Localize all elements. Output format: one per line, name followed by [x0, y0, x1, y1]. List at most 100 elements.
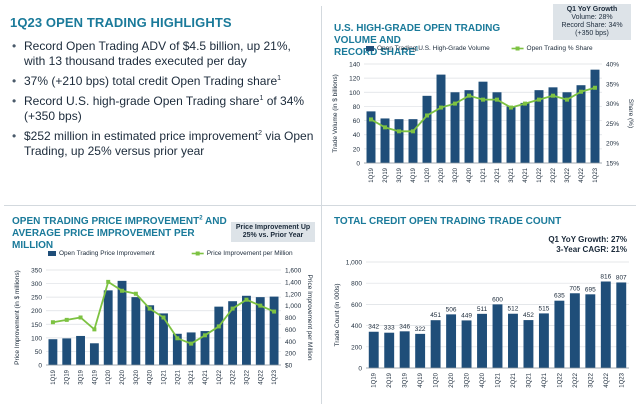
tc-bar-value-label: 452: [523, 312, 534, 319]
hg-legend-line-label: Open Trading % Share: [527, 45, 594, 52]
tc-x-tick-label: 1Q22: [557, 372, 563, 387]
hg-x-tick-label: 2Q20: [439, 167, 445, 182]
tc-bar: [368, 331, 379, 368]
hg-y2-axis-label: Share (%): [627, 99, 634, 128]
tc-x-tick-label: 2Q21: [511, 372, 517, 387]
tc-bar: [461, 320, 472, 368]
pi-bar: [89, 343, 99, 365]
hg-x-tick-label: 1Q22: [537, 167, 543, 182]
pi-bar: [228, 301, 238, 365]
tc-bar-value-label: 695: [585, 286, 596, 293]
hg-y2-tick-label: 25%: [606, 121, 619, 128]
pi-y2-axis-label: Price Improvement per Million: [306, 275, 313, 361]
hg-y-tick-label: 120: [349, 76, 360, 83]
pi-x-tick-label: 1Q22: [217, 369, 223, 384]
hg-bar: [422, 95, 432, 163]
highlight-item: 37% (+210 bps) total credit Open Trading…: [12, 74, 314, 89]
pi-line-marker: [147, 306, 152, 311]
hg-line-marker: [425, 113, 429, 118]
hg-y-tick-label: 60: [353, 118, 361, 125]
hg-bar: [534, 90, 544, 163]
hg-bar: [562, 92, 572, 163]
highlight-item: Record U.S. high-grade Open Trading shar…: [12, 94, 314, 124]
tc-bar-value-label: 705: [569, 285, 580, 292]
tc-bar-value-label: 451: [430, 312, 441, 319]
tc-x-tick-label: 3Q19: [403, 372, 409, 387]
tc-y-tick-label: 400: [351, 323, 362, 330]
tc-bar-value-label: 635: [554, 293, 565, 300]
tc-bar-value-label: 333: [384, 325, 395, 332]
hg-bar: [576, 85, 586, 163]
pi-x-tick-label: 3Q19: [79, 369, 85, 384]
pi-bar: [159, 313, 168, 365]
tc-bar: [430, 320, 441, 368]
pi-x-tick-label: 1Q21: [162, 369, 168, 384]
pi-line-marker: [230, 306, 235, 311]
tc-x-tick-label: 4Q22: [604, 372, 610, 387]
hg-y2-tick-label: 30%: [606, 101, 619, 108]
tc-bar: [616, 282, 627, 368]
pi-line-marker: [106, 279, 111, 284]
hg-line-marker: [495, 97, 499, 102]
tc-x-tick-label: 2Q20: [449, 372, 455, 387]
hg-legend-bar-label: Open Trading U.S. High-Grade Volume: [377, 45, 490, 52]
pi-line-marker: [133, 291, 138, 296]
tc-bar-value-label: 506: [446, 306, 457, 313]
hg-bar: [464, 90, 474, 163]
pi-legend-line-label: Price Improvement per Million: [207, 250, 293, 257]
pi-x-tick-label: 4Q19: [92, 369, 98, 384]
hg-x-tick-label: 3Q22: [565, 167, 571, 182]
hg-y2-tick-label: 20%: [606, 141, 619, 148]
pi-y2-tick-label: 600: [285, 327, 296, 334]
tc-bar-value-label: 322: [415, 326, 426, 333]
tc-bar-value-label: 515: [538, 305, 549, 312]
hg-x-tick-label: 1Q21: [481, 167, 487, 182]
hg-bar: [408, 119, 418, 163]
hg-line-marker: [369, 117, 373, 122]
hg-x-tick-label: 2Q22: [551, 167, 557, 182]
pi-y-axis-label: Price Improvement (in $ millions): [14, 270, 21, 365]
pi-line-marker: [189, 341, 194, 346]
hg-line-marker: [579, 89, 583, 94]
pi-x-tick-label: 1Q20: [106, 369, 112, 384]
pi-line-marker: [64, 317, 69, 322]
pi-y-tick-label: 200: [31, 308, 42, 315]
hg-y2-tick-label: 35%: [606, 81, 619, 88]
hg-bar: [590, 69, 600, 163]
pi-x-tick-label: 2Q22: [231, 369, 237, 384]
hg-x-tick-label: 2Q19: [383, 167, 389, 182]
pi-bar: [145, 305, 155, 365]
pi-line-marker: [175, 336, 180, 341]
tc-y-tick-label: 800: [351, 281, 362, 288]
pi-line-marker: [244, 297, 249, 302]
hg-legend-line-marker: [515, 46, 520, 51]
hg-bar: [548, 87, 558, 163]
hg-line-marker: [523, 101, 527, 106]
pi-x-tick-label: 3Q20: [134, 369, 140, 384]
tc-bar-value-label: 807: [616, 274, 627, 281]
hg-y-tick-label: 20: [353, 146, 361, 153]
hg-legend-bar-swatch: [366, 46, 374, 51]
pi-chart-title: OPEN TRADING PRICE IMPROVEMENT2 AND AVER…: [12, 215, 227, 251]
hg-y-tick-label: 80: [353, 104, 361, 111]
pi-y2-tick-label: 1,000: [285, 303, 302, 310]
tc-y-tick-label: 200: [351, 344, 362, 351]
hg-line-marker: [383, 125, 387, 130]
pi-bar: [269, 296, 279, 365]
tc-x-tick-label: 1Q21: [496, 372, 502, 387]
hg-line-marker: [551, 93, 555, 98]
tc-x-tick-label: 4Q21: [542, 372, 548, 387]
hg-y-tick-label: 40: [353, 132, 361, 139]
hg-x-tick-label: 1Q20: [425, 167, 431, 182]
pi-y2-tick-label: $0: [285, 363, 293, 370]
hg-line-marker: [467, 93, 471, 98]
tc-bar-value-label: 600: [492, 296, 503, 303]
pi-y-tick-label: 250: [31, 295, 42, 302]
hg-x-tick-label: 2Q21: [495, 167, 501, 182]
tc-bar-value-label: 816: [600, 274, 611, 281]
tc-bar-value-label: 512: [508, 306, 519, 313]
hg-line-marker: [565, 97, 569, 102]
hg-line-marker: [397, 129, 401, 134]
pi-line-marker: [216, 324, 221, 329]
